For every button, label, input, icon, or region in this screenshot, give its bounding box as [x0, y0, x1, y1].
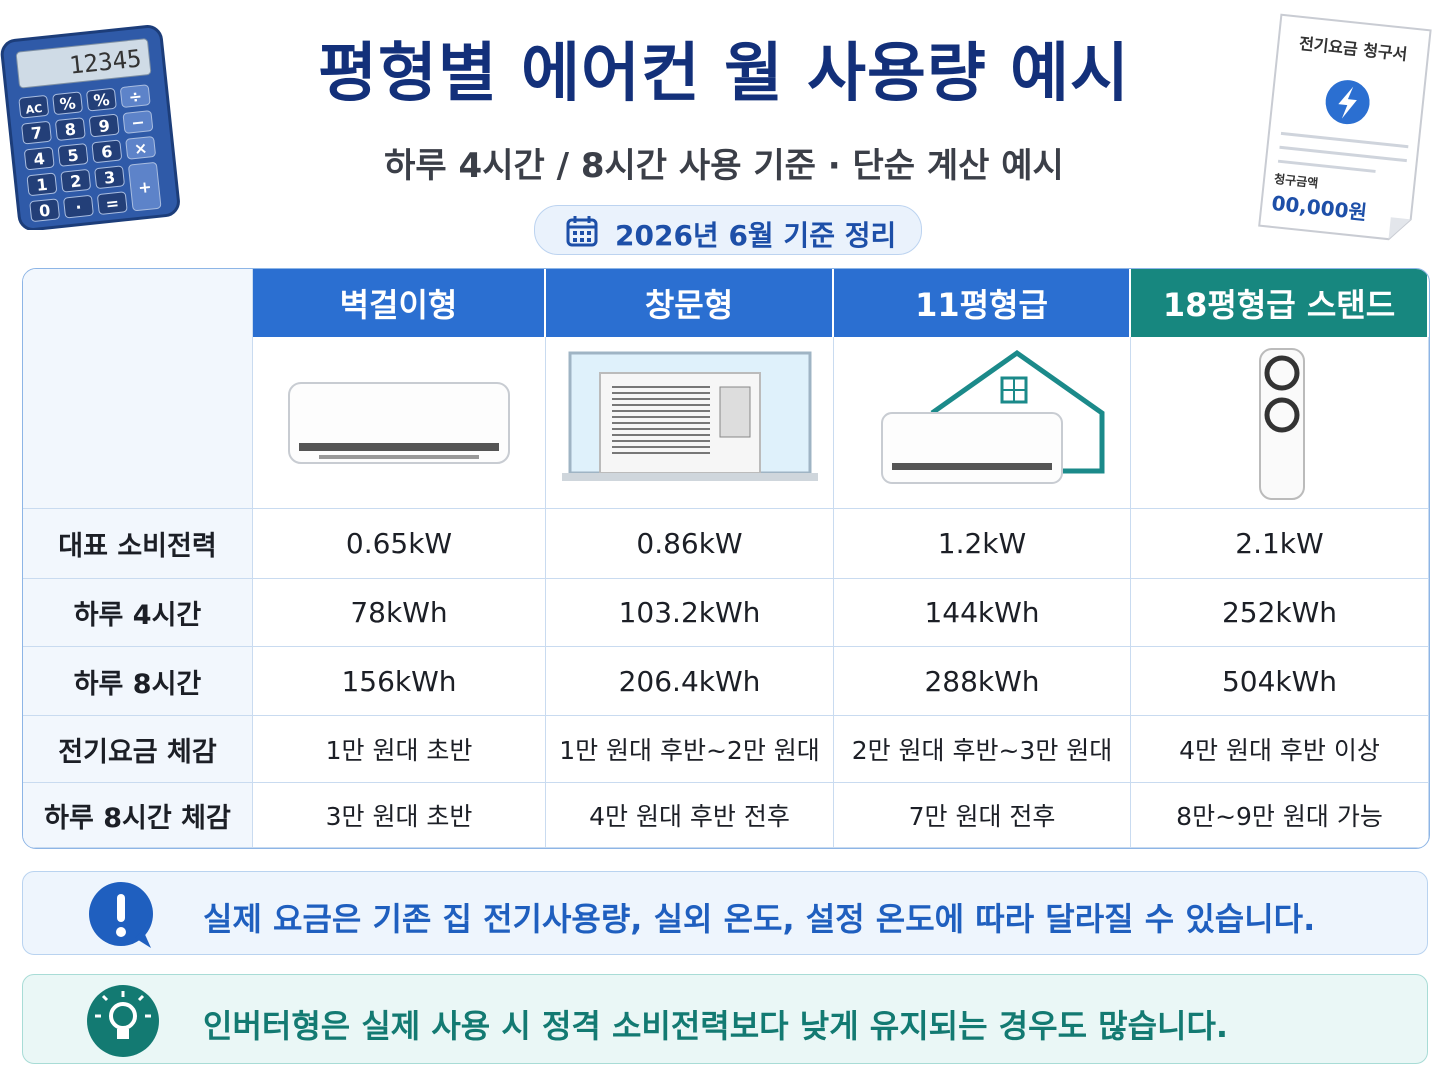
title: 평형별 에어컨 월 사용량 예시 [318, 37, 1130, 111]
table-cell: 4만 원대 후반 이상 [1131, 716, 1429, 783]
table-cell: 1.2kW [834, 509, 1131, 579]
calculator-key-label: ÷ [128, 86, 143, 106]
subtitle: 하루 4시간 / 8시간 사용 기준 · 단순 계산 예시 [384, 146, 1064, 186]
calculator-key-label: % [59, 93, 77, 114]
table-cell: 1만 원대 후반~2만 원대 [546, 716, 834, 783]
calculator-illustration: 12345 AC%% ÷7 8 9 −4 5 6 ×1 2 3 +0 · = [0, 25, 180, 230]
calculator-key-label: 1 [35, 175, 48, 195]
product-illustration [561, 351, 818, 481]
calculator-key-label: 6 [100, 142, 113, 162]
product-image-cell [1131, 337, 1429, 509]
table-cell: 0.65kW [253, 509, 546, 579]
table-cell: 103.2kWh [546, 579, 834, 647]
date-badge: 2026년 6월 기준 정리 [534, 205, 922, 255]
calculator-key [91, 139, 122, 163]
calculator-key [86, 88, 117, 112]
column-header: 18평형급 스탠드 [1131, 269, 1429, 337]
calculator-key [94, 165, 125, 189]
calculator-key-label: + [137, 177, 152, 197]
product-image-cell [834, 337, 1131, 509]
table-cell: 144kWh [834, 579, 1131, 647]
table-cell: 504kWh [1131, 647, 1429, 716]
table-cell: 3만 원대 초반 [253, 783, 546, 848]
calculator-key-label: 4 [33, 149, 46, 169]
table-cell: 8만~9만 원대 가능 [1131, 783, 1429, 848]
row-label: 전기요금 체감 [23, 716, 253, 783]
bulb-icon [87, 985, 159, 1057]
row-label: 하루 8시간 체감 [23, 783, 253, 848]
calculator-key-label: − [130, 112, 145, 132]
bill-amount-label: 청구금액 [1273, 171, 1318, 191]
calculator-key-label: 3 [103, 168, 116, 188]
tip-text: 인버터형은 실제 사용 시 정격 소비전력보다 낮게 유지되는 경우도 많습니다… [203, 1007, 1229, 1045]
row-label: 하루 4시간 [23, 579, 253, 647]
table-cell: 78kWh [253, 579, 546, 647]
table-cell: 1만 원대 초반 [253, 716, 546, 783]
table-cell: 206.4kWh [546, 647, 834, 716]
calculator-key-label: · [75, 197, 83, 217]
table-cell: 2만 원대 후반~3만 원대 [834, 716, 1131, 783]
calculator-key [21, 121, 52, 145]
calculator-key [97, 191, 128, 215]
calculator-key [24, 146, 55, 171]
calculator-key [122, 110, 154, 134]
bill-illustration: 전기요금 청구서 청구금액 00,000원 [1258, 13, 1432, 241]
product-illustration [288, 381, 510, 464]
product-illustration [881, 349, 1105, 484]
calculator-key-label: AC [25, 102, 43, 117]
table-cell: 156kWh [253, 647, 546, 716]
calculator-key [120, 84, 151, 108]
product-image-cell [546, 337, 834, 509]
calculator-key-label: 8 [64, 120, 77, 140]
calculator-key-label: × [133, 138, 148, 158]
table-cell: 0.86kW [546, 509, 834, 579]
calculator-key-label: = [105, 193, 120, 213]
calculator-key-label: 0 [38, 201, 51, 221]
date-text: 2026년 6월 기준 정리 [615, 219, 897, 252]
calculator-key [57, 143, 89, 167]
alert-icon [89, 882, 153, 948]
product-illustration [1258, 347, 1305, 500]
tip-box: 인버터형은 실제 사용 시 정격 소비전력보다 낮게 유지되는 경우도 많습니다… [22, 974, 1428, 1064]
note-text: 실제 요금은 기존 집 전기사용량, 실외 온도, 설정 온도에 따라 달라질 … [203, 900, 1316, 938]
calendar-icon [566, 216, 598, 247]
calculator-key [55, 117, 86, 141]
calculator-key-label: 9 [98, 116, 111, 136]
table-cell: 252kWh [1131, 579, 1429, 647]
calculator-key [63, 195, 94, 219]
row-label: 대표 소비전력 [23, 509, 253, 579]
product-image-cell [253, 337, 546, 509]
calculator-key-label: 7 [30, 123, 43, 143]
calculator-key [52, 91, 83, 115]
note-box: 실제 요금은 기존 집 전기사용량, 실외 온도, 설정 온도에 따라 달라질 … [22, 871, 1428, 955]
calculator-key [60, 169, 91, 193]
calculator-key [29, 198, 60, 222]
calculator-key [128, 162, 162, 212]
calculator-key [89, 114, 120, 138]
calculator-key [26, 172, 58, 196]
column-header: 벽걸이형 [253, 269, 546, 337]
row-label: 하루 8시간 [23, 647, 253, 716]
table-cell: 288kWh [834, 647, 1131, 716]
table-cell: 2.1kW [1131, 509, 1429, 579]
table-cell: 7만 원대 전후 [834, 783, 1131, 848]
calculator-key [125, 136, 156, 160]
table-cell: 4만 원대 후반 전후 [546, 783, 834, 848]
calculator-key-label: 2 [69, 171, 82, 191]
column-header: 창문형 [546, 269, 834, 337]
column-header: 11평형급 [834, 269, 1131, 337]
calculator-key-label: 5 [67, 145, 80, 165]
calculator-key-label: % [93, 90, 111, 111]
corner-cell [23, 269, 253, 509]
calculator-key [18, 95, 49, 119]
